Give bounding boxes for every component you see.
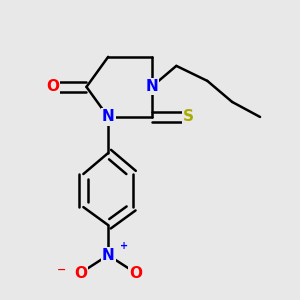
Text: −: − [57, 265, 66, 275]
Text: O: O [46, 80, 59, 94]
Text: O: O [130, 266, 142, 281]
Text: +: + [120, 241, 128, 251]
Text: N: N [102, 248, 115, 263]
Text: O: O [74, 266, 87, 281]
Text: S: S [183, 110, 194, 124]
Text: N: N [102, 110, 115, 124]
Text: N: N [145, 80, 158, 94]
